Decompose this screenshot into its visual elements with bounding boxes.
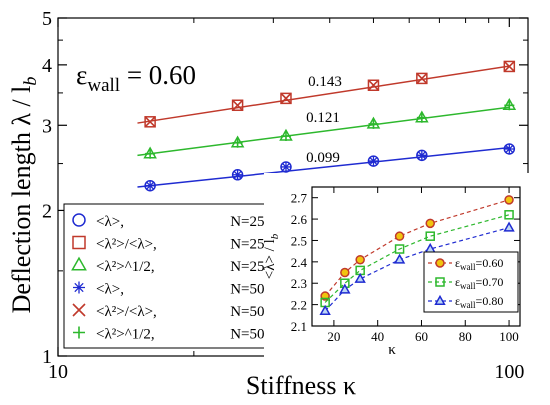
x-tick-label: 10 [48, 361, 68, 383]
fit-line [137, 106, 510, 157]
inset-series-line [324, 199, 510, 297]
inset-data-point [393, 253, 406, 264]
legend-label: <λ²>^1/2, [96, 327, 155, 343]
legend-n-label: N=250 [230, 259, 272, 275]
inset-y-tick-label: 2.6 [291, 212, 308, 227]
legend-n-label: N=500 [230, 327, 272, 343]
inset-data-point [504, 210, 514, 220]
legend-marker [72, 303, 86, 317]
data-point [145, 180, 156, 191]
data-point [416, 150, 427, 161]
legend-marker [71, 256, 87, 271]
data-point [504, 143, 515, 154]
data-point [367, 79, 380, 91]
legend-marker [72, 235, 86, 250]
y-tick-label: 3 [42, 115, 52, 137]
inset-data-point [425, 231, 435, 241]
data-point [232, 137, 243, 148]
slope-label: 0.099 [306, 150, 340, 166]
legend-label: <λ>, [96, 214, 124, 230]
inset-x-tick-label: 20 [327, 329, 340, 344]
data-point [416, 72, 428, 84]
inset-data-point [339, 283, 351, 294]
data-point [368, 118, 379, 129]
legend-marker [73, 281, 85, 294]
fit-line [137, 146, 510, 188]
x-axis-label: Stiffness κ [246, 371, 356, 400]
legend-marker [73, 326, 85, 339]
inset-data-point [504, 195, 514, 205]
inset-y-tick-label: 2.1 [291, 319, 307, 334]
y-tick-label: 4 [42, 55, 52, 77]
legend-label: <λ²>/<λ>, [96, 304, 157, 320]
legend-n-label: N=500 [230, 282, 272, 298]
inset-x-tick-label: 80 [459, 329, 472, 344]
legend-n-label: N=500 [230, 304, 272, 320]
legend-label: <λ²>^1/2, [96, 259, 155, 275]
inset-data-point [425, 218, 435, 229]
y-tick-label: 2 [42, 200, 52, 222]
inset-data-point [319, 304, 331, 315]
inset-legend-marker [435, 258, 445, 268]
y-tick-label: 5 [42, 8, 52, 30]
inset-data-point [354, 272, 366, 283]
inset-x-axis-label: κ [388, 342, 396, 358]
data-point [416, 112, 427, 123]
data-point [503, 60, 515, 73]
data-point [144, 116, 156, 128]
inset-chart: 2.1 2.2 2.3 2.4 2.5 2.6 2.7 20 40 60 80 100 κ <λ> / l… [262, 173, 530, 362]
inset-y-tick-label: 2.3 [291, 276, 307, 291]
inset-legend: εwall=0.60 εwall=0.70 εwall=0.80 [423, 251, 519, 313]
inset-y-tick-label: 2.2 [291, 298, 307, 313]
data-point [145, 148, 156, 159]
legend-box [63, 203, 279, 349]
inset-x-tick-label: 60 [415, 329, 428, 344]
data-point [504, 100, 515, 111]
inset-x-tick-label: 40 [371, 329, 384, 344]
main-chart: 1 2 3 4 5 10 100 Stiffness κ Deflection length λ… [7, 8, 529, 400]
inset-plot-frame [311, 186, 521, 327]
inset-data-point [340, 267, 350, 278]
inset-legend-label: εwall=0.70 [455, 275, 503, 291]
inset-y-tick-label: 2.5 [291, 233, 307, 248]
epsilon-annotation: εwall = 0.60 [76, 60, 196, 96]
legend-n-label: N=250 [230, 237, 272, 253]
x-tick-label: 100 [494, 361, 524, 383]
data-point [280, 131, 291, 142]
inset-legend-label: εwall=0.80 [455, 294, 503, 310]
inset-x-tick-label: 100 [499, 329, 519, 344]
data-point [368, 156, 379, 167]
inset-data-point [355, 254, 365, 265]
fit-line [137, 65, 510, 124]
data-point [503, 60, 516, 73]
y-tick-label: 1 [42, 346, 52, 368]
inset-y-tick-label: 2.7 [291, 191, 308, 206]
inset-data-point [394, 231, 405, 241]
data-point [232, 169, 243, 180]
slope-label: 0.143 [308, 74, 342, 90]
slope-label: 0.121 [306, 110, 340, 126]
data-point [280, 161, 291, 172]
inset-y-tick-label: 2.4 [291, 255, 308, 270]
inset-y-axis-label: <λ> / lb [262, 233, 281, 279]
data-point [367, 79, 380, 91]
data-point [416, 72, 428, 85]
inset-data-point [394, 244, 405, 254]
data-point [232, 99, 244, 111]
inset-data-point [503, 221, 515, 232]
data-point [231, 99, 244, 112]
main-legend: <λ>, N=250<λ²>/<λ>, N=250<λ²>^1/2, N=250<λ>… [63, 203, 279, 349]
data-point [280, 92, 292, 104]
legend-n-label: N=250 [230, 214, 272, 230]
legend-label: <λ²>/<λ>, [96, 237, 157, 253]
legend-marker [72, 213, 86, 227]
data-point [144, 116, 156, 128]
data-point [280, 92, 292, 105]
inset-legend-label: εwall=0.60 [455, 256, 503, 272]
legend-label: <λ>, [96, 282, 124, 298]
inset-legend-marker [435, 277, 445, 287]
inset-legend-marker [434, 294, 446, 305]
y-axis-label: Deflection length λ / lb [7, 77, 40, 314]
